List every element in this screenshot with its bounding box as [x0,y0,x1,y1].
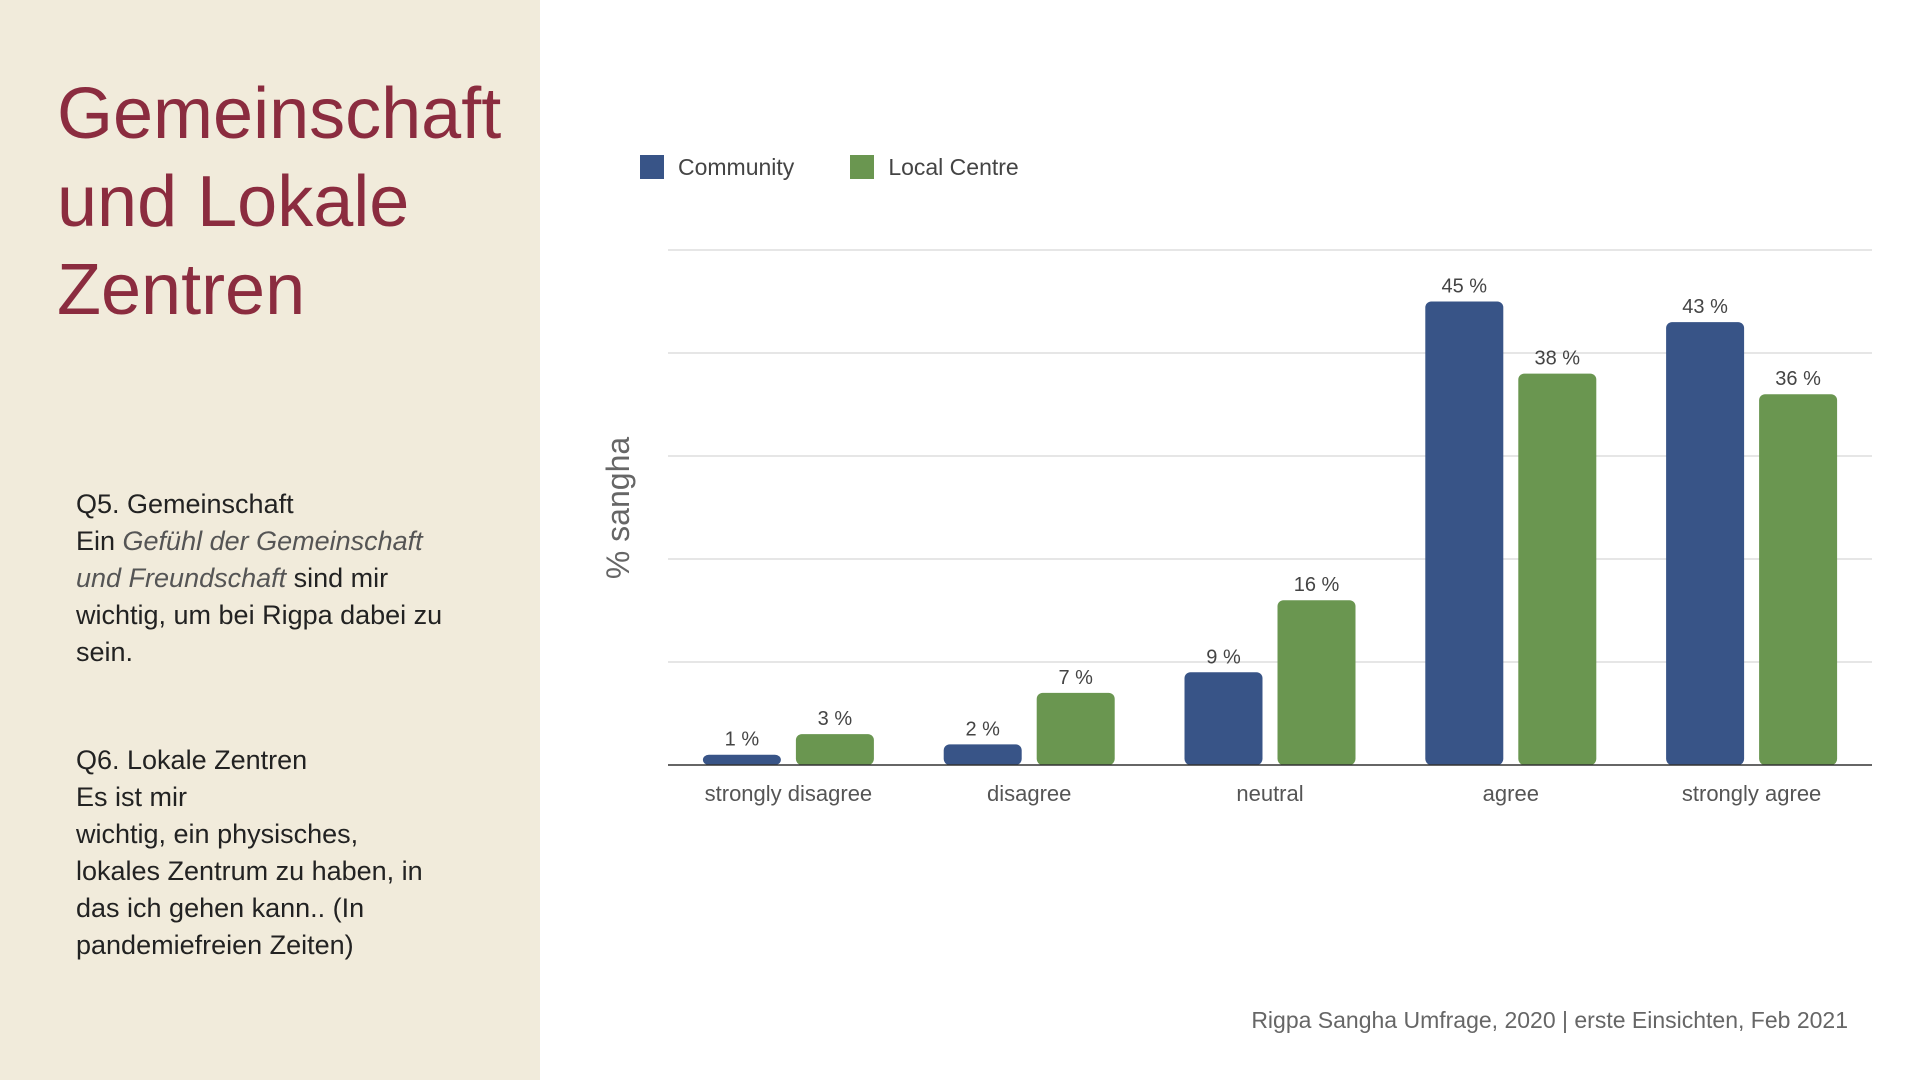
title-line-2: und Lokale [57,162,410,242]
legend-item-community: Community [640,154,794,181]
legend-label-community: Community [678,153,795,180]
legend-swatch-community [640,155,664,179]
data-label-local-centre-0: 3 % [818,708,853,730]
data-label-local-centre-2: 16 % [1294,574,1340,596]
y-axis-label: % sangha [600,437,636,580]
question-q5: Q5. Gemeinschaft Ein Gefühl der Gemeinsc… [76,486,496,671]
data-label-community-4: 43 % [1682,296,1728,318]
q6-line-2: wichtig, ein physisches, [76,819,359,849]
data-label-community-2: 9 % [1206,646,1241,668]
x-tick-label-0: strongly disagree [705,781,873,806]
x-tick-label-1: disagree [987,781,1071,806]
data-label-community-1: 2 % [965,718,1000,740]
data-label-community-0: 1 % [725,729,760,751]
q5-emphasis-1: Gefühl der Gemeinschaft [122,526,423,556]
q5-suffix: sind mir [286,563,389,593]
bar-community-4 [1666,322,1745,765]
q5-line-2: und Freundschaft sind mir [76,560,496,597]
data-label-community-3: 45 % [1442,276,1488,298]
x-tick-label-4: strongly agree [1682,781,1821,806]
title-line-1: Gemeinschaft [57,74,502,154]
legend-item-local-centre: Local Centre [850,153,1019,181]
q6-heading: Q6. Lokale Zentren [76,745,308,775]
q5-prefix: Ein [76,526,123,556]
q6-line-1: Es ist mir [76,782,187,812]
bar-local-centre-0 [795,734,874,765]
bar-local-centre-4 [1759,394,1838,765]
legend-label-local-centre: Local Centre [888,153,1019,180]
q5-line-3: wichtig, um bei Rigpa dabei zu [76,600,443,630]
x-tick-label-2: neutral [1236,781,1303,806]
sidebar-panel: Gemeinschaft und Lokale Zentren Q5. Geme… [0,0,540,1080]
bar-community-2 [1184,672,1263,765]
q6-line-5: pandemiefreien Zeiten) [76,930,354,960]
footer-source: Rigpa Sangha Umfrage, 2020 | erste Einsi… [1251,1007,1848,1033]
q6-line-4: das ich gehen kann.. (In [76,893,365,923]
bar-local-centre-1 [1036,692,1115,765]
q5-emphasis-2: und Freundschaft [76,563,287,593]
question-q6: Q6. Lokale Zentren Es ist mir wichtig, e… [76,742,496,964]
bar-community-3 [1425,301,1504,765]
data-label-local-centre-3: 38 % [1535,348,1581,370]
bar-local-centre-2 [1277,600,1356,765]
data-label-local-centre-4: 36 % [1775,368,1821,390]
data-label-local-centre-1: 7 % [1058,667,1093,689]
title-line-3: Zentren [57,250,306,330]
legend-swatch-local-centre [850,155,875,179]
q5-line-4: sein. [76,637,134,667]
bar-community-1 [943,744,1022,765]
q5-heading: Q5. Gemeinschaft [76,489,294,519]
bar-local-centre-3 [1518,373,1597,765]
chart-legend: Community Local Centre [640,152,1019,182]
x-tick-label-3: agree [1483,781,1539,806]
q6-line-3: lokales Zentrum zu haben, in [76,856,423,886]
q5-line-1: Ein Gefühl der Gemeinschaft [76,523,496,560]
page-title: Gemeinschaft und Lokale Zentren [57,70,527,334]
bar-community-0 [702,754,781,765]
